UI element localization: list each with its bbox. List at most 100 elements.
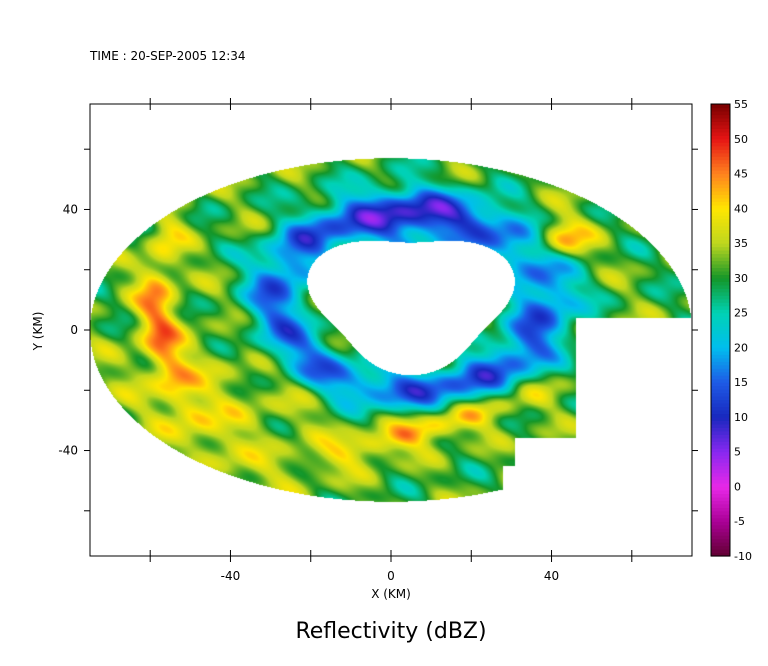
colorbar-swatch (711, 396, 730, 401)
colorbar-swatch (711, 430, 730, 435)
time-label: TIME : 20-SEP-2005 12:34 (89, 49, 246, 63)
colorbar-swatch (711, 514, 730, 519)
colorbar-swatch (711, 503, 730, 508)
colorbar-swatch (711, 392, 730, 397)
colorbar-swatch (711, 385, 730, 390)
colorbar-swatch (711, 187, 730, 192)
colorbar-swatch (711, 117, 730, 122)
colorbar-swatch (711, 455, 730, 460)
colorbar-swatch (711, 128, 730, 133)
colorbar-swatch (711, 277, 730, 282)
colorbar-swatch (711, 326, 730, 331)
colorbar-swatch (711, 378, 730, 383)
colorbar-swatch (711, 486, 730, 491)
colorbar-swatch (711, 274, 730, 279)
colorbar: -10 -5 0 5 10 15 20 25 30 35 40 45 50 55 (710, 98, 752, 563)
colorbar-swatch (711, 173, 730, 178)
colorbar-swatch (711, 528, 730, 533)
colorbar-swatch (711, 350, 730, 355)
colorbar-swatch (711, 288, 730, 293)
colorbar-swatch (711, 215, 730, 220)
axes: -40 0 40 -40 0 40 (58, 98, 698, 583)
colorbar-swatch (711, 347, 730, 352)
colorbar-swatch (711, 437, 730, 442)
colorbar-swatch (711, 135, 730, 140)
reflectivity-field (90, 104, 692, 556)
x-axis-label: X (KM) (371, 587, 411, 601)
colorbar-swatch (711, 368, 730, 373)
colorbar-swatch (711, 336, 730, 342)
colorbar-swatch (711, 250, 730, 255)
colorbar-swatch (711, 263, 730, 269)
colorbar-swatch (711, 403, 730, 408)
colorbar-swatch (711, 382, 730, 387)
colorbar-swatch (711, 225, 730, 230)
colorbar-swatch (711, 458, 730, 463)
y-tick-label: 40 (63, 202, 78, 216)
colorbar-swatch (711, 371, 730, 376)
colorbar-tick-label: 20 (734, 341, 748, 354)
colorbar-swatch (711, 312, 730, 317)
colorbar-swatch (711, 413, 730, 418)
colorbar-swatch (711, 145, 730, 150)
colorbar-swatch (711, 201, 730, 206)
colorbar-swatch (711, 364, 730, 369)
colorbar-swatch (711, 177, 730, 182)
colorbar-swatch (711, 211, 730, 216)
colorbar-swatch (711, 316, 730, 321)
colorbar-swatch (711, 190, 730, 195)
colorbar-swatch (711, 465, 730, 470)
colorbar-swatch (711, 472, 730, 477)
colorbar-swatch (711, 256, 730, 262)
colorbar-swatch (711, 361, 730, 366)
colorbar-swatch (711, 138, 730, 143)
colorbar-tick-label: 55 (734, 98, 748, 111)
colorbar-swatch (711, 149, 730, 154)
colorbar-swatch (711, 545, 730, 550)
colorbar-swatch (711, 521, 730, 526)
colorbar-swatch (711, 333, 730, 338)
plot-area (90, 104, 692, 556)
colorbar-swatch (711, 510, 730, 515)
colorbar-swatch (711, 482, 730, 488)
colorbar-swatch (711, 229, 730, 234)
colorbar-swatch (711, 444, 730, 449)
colorbar-swatch (711, 152, 730, 157)
colorbar-swatch (711, 170, 730, 175)
colorbar-swatch (711, 114, 730, 119)
colorbar-swatch (711, 309, 730, 314)
colorbar-tick-label: 5 (734, 446, 741, 459)
colorbar-swatch (711, 208, 730, 213)
colorbar-swatch (711, 549, 730, 554)
colorbar-swatch (711, 270, 730, 275)
colorbar-swatch (711, 406, 730, 411)
colorbar-swatch (711, 232, 730, 237)
colorbar-swatch (711, 535, 730, 540)
colorbar-swatch (711, 354, 730, 359)
colorbar-swatch (711, 531, 730, 536)
colorbar-swatch (711, 298, 730, 303)
colorbar-swatch (711, 156, 730, 161)
colorbar-tick-label: 10 (734, 411, 748, 424)
colorbar-swatch (711, 500, 730, 505)
colorbar-swatch (711, 166, 730, 171)
colorbar-swatch (711, 194, 730, 199)
colorbar-swatch (711, 469, 730, 474)
colorbar-swatch (711, 204, 730, 209)
colorbar-swatch (711, 517, 730, 522)
colorbar-swatch (711, 489, 730, 495)
x-tick-label: -40 (221, 569, 241, 583)
colorbar-swatch (711, 291, 730, 296)
colorbar-swatch (711, 267, 730, 272)
colorbar-swatch (711, 434, 730, 439)
colorbar-swatch (711, 243, 730, 248)
colorbar-swatch (711, 496, 730, 501)
colorbar-swatch (711, 110, 730, 116)
colorbar-swatch (711, 462, 730, 467)
colorbar-tick-label: 40 (734, 202, 748, 215)
colorbar-swatch (711, 420, 730, 425)
colorbar-swatch (711, 281, 730, 286)
colorbar-swatch (711, 302, 730, 307)
